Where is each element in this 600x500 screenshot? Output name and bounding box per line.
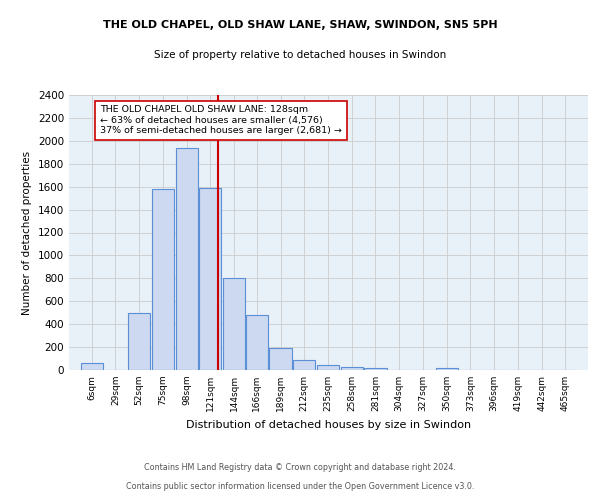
Y-axis label: Number of detached properties: Number of detached properties — [22, 150, 32, 314]
Bar — [128, 312, 150, 370]
Bar — [223, 278, 245, 370]
Text: THE OLD CHAPEL, OLD SHAW LANE, SHAW, SWINDON, SN5 5PH: THE OLD CHAPEL, OLD SHAW LANE, SHAW, SWI… — [103, 20, 497, 30]
Bar — [80, 363, 103, 370]
Bar — [269, 348, 292, 370]
Bar — [436, 368, 458, 370]
Text: Contains HM Land Registry data © Crown copyright and database right 2024.: Contains HM Land Registry data © Crown c… — [144, 464, 456, 472]
Bar — [317, 365, 339, 370]
X-axis label: Distribution of detached houses by size in Swindon: Distribution of detached houses by size … — [186, 420, 471, 430]
Bar — [364, 368, 386, 370]
Bar — [152, 189, 174, 370]
Text: Contains public sector information licensed under the Open Government Licence v3: Contains public sector information licen… — [126, 482, 474, 491]
Bar — [199, 188, 221, 370]
Bar — [176, 148, 198, 370]
Bar — [293, 360, 316, 370]
Text: THE OLD CHAPEL OLD SHAW LANE: 128sqm
← 63% of detached houses are smaller (4,576: THE OLD CHAPEL OLD SHAW LANE: 128sqm ← 6… — [100, 106, 342, 135]
Bar — [245, 315, 268, 370]
Bar — [341, 366, 363, 370]
Text: Size of property relative to detached houses in Swindon: Size of property relative to detached ho… — [154, 50, 446, 60]
